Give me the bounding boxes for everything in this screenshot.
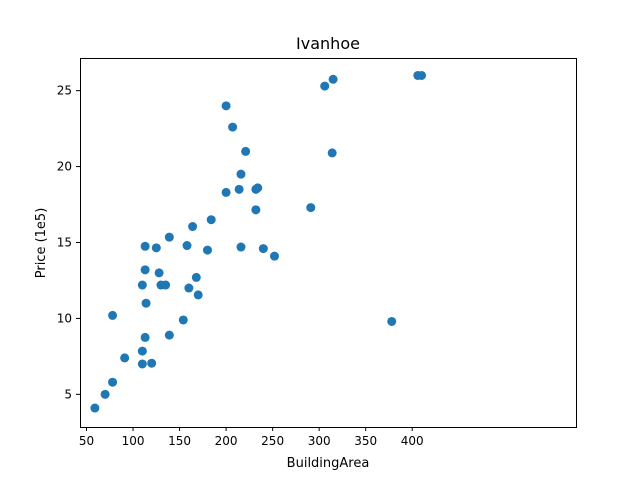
x-tick-label: 50 <box>79 434 94 448</box>
data-point <box>120 353 130 363</box>
data-point <box>202 245 212 255</box>
data-point <box>251 205 261 215</box>
y-tick-label: 25 <box>57 84 72 98</box>
y-axis-label: Price (1e5) <box>34 208 49 279</box>
x-tick-label: 200 <box>215 434 238 448</box>
data-point <box>182 241 192 251</box>
x-tick-label: 150 <box>168 434 191 448</box>
x-axis-label: BuildingArea <box>287 456 370 471</box>
data-point <box>269 251 279 261</box>
x-tick-label: 100 <box>122 434 145 448</box>
data-point <box>90 403 100 413</box>
data-point <box>327 148 337 158</box>
data-point <box>191 272 201 282</box>
y-tick-label: 20 <box>57 160 72 174</box>
data-point <box>206 215 216 225</box>
data-point <box>387 316 397 326</box>
data-point <box>137 280 147 290</box>
data-point <box>253 183 263 193</box>
data-point <box>184 283 194 293</box>
data-point <box>140 265 150 275</box>
data-point <box>236 169 246 179</box>
data-point <box>178 315 188 325</box>
x-tick-label: 250 <box>261 434 284 448</box>
data-point <box>221 101 231 111</box>
y-tick-label: 15 <box>57 236 72 250</box>
data-point <box>147 358 157 368</box>
data-point <box>221 187 231 197</box>
data-point <box>154 268 164 278</box>
data-point <box>193 290 203 300</box>
data-point <box>188 222 198 232</box>
data-point <box>417 70 427 80</box>
y-tick-label: 5 <box>64 387 72 401</box>
data-point <box>140 332 150 342</box>
plot-frame <box>80 58 577 428</box>
chart-title: Ivanhoe <box>296 34 360 53</box>
data-point <box>151 243 161 253</box>
data-point <box>320 81 330 91</box>
data-point <box>236 242 246 252</box>
data-point <box>306 203 316 213</box>
x-tick-label: 300 <box>308 434 331 448</box>
data-point <box>141 298 151 308</box>
data-point <box>241 146 251 156</box>
data-point <box>108 310 118 320</box>
x-tick-label: 350 <box>354 434 377 448</box>
data-point <box>108 377 118 387</box>
data-point <box>161 280 171 290</box>
data-point <box>164 232 174 242</box>
axis-ticks: 50 100 150 200 250 300 350 400 5 10 15 20 25 <box>57 84 424 448</box>
data-point <box>164 330 174 340</box>
data-points <box>90 70 427 413</box>
data-point <box>140 241 150 251</box>
data-point <box>228 122 238 132</box>
data-point <box>137 346 147 356</box>
y-tick-label: 10 <box>57 311 72 325</box>
x-tick-label: 400 <box>401 434 424 448</box>
data-point <box>234 184 244 194</box>
data-point <box>100 389 110 399</box>
data-point <box>137 359 147 369</box>
data-point <box>258 244 268 254</box>
data-point <box>328 74 338 84</box>
